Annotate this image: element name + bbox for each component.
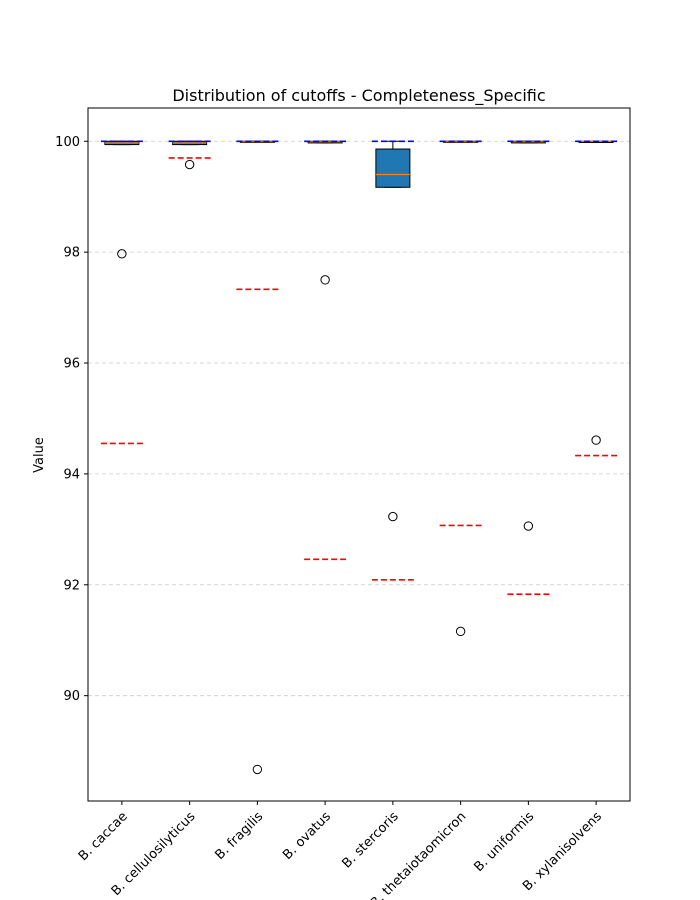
x-tick-label: B. stercoris — [340, 809, 402, 871]
box-group — [239, 140, 275, 775]
y-tick-label: 94 — [63, 467, 80, 482]
outlier-point — [117, 249, 127, 259]
box-group — [104, 140, 140, 259]
x-tick-label: B. fragilis — [213, 809, 267, 863]
grid-lines — [88, 140, 630, 697]
outlier-point — [184, 159, 195, 170]
outlier-point — [320, 275, 330, 285]
box-group — [307, 140, 343, 285]
y-tick-label: 90 — [63, 689, 80, 704]
box-group — [578, 140, 614, 445]
box-group — [172, 140, 208, 170]
outlier-point — [455, 626, 466, 637]
x-tick-label: B. uniformis — [471, 809, 537, 875]
y-axis-label: Value — [32, 437, 47, 473]
plot-area — [100, 140, 618, 775]
x-tick-label: B. caccae — [76, 809, 131, 864]
outlier-point — [252, 764, 263, 775]
plot-frame — [87, 107, 631, 802]
outlier-point — [388, 511, 398, 522]
box-group — [510, 140, 546, 531]
outlier-point — [591, 435, 601, 445]
box-group — [375, 140, 411, 522]
x-tick-label: B. ovatus — [280, 809, 334, 863]
box — [375, 148, 411, 188]
y-tick-label: 92 — [63, 578, 80, 593]
chart-title: Distribution of cutoffs - Completeness_S… — [172, 86, 545, 106]
outlier-point — [523, 521, 534, 531]
y-tick-label: 98 — [63, 246, 80, 261]
box-group — [443, 140, 479, 637]
y-tick-label: 100 — [55, 135, 80, 150]
y-tick-label: 96 — [63, 357, 80, 372]
